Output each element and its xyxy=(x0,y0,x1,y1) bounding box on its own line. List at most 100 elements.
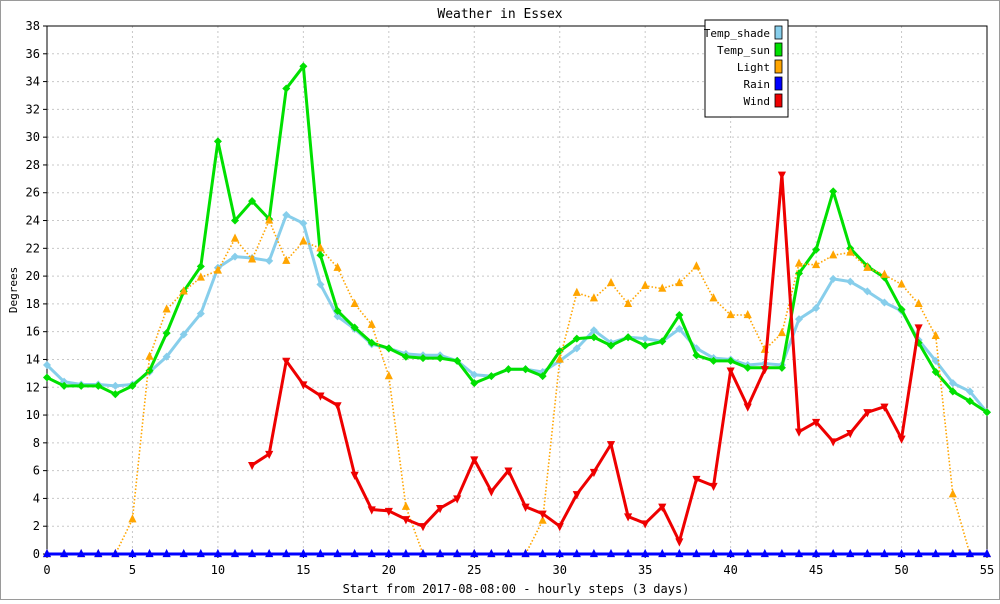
light-point xyxy=(282,255,291,264)
wind-line xyxy=(251,173,921,543)
x-tick-label: 10 xyxy=(211,563,225,577)
legend-swatch-temp-sun xyxy=(774,42,783,57)
temp-sun-point xyxy=(230,216,240,225)
temp-shade-point xyxy=(162,352,171,361)
temp-sun-point xyxy=(367,338,376,347)
rain-point xyxy=(418,548,428,558)
light-point xyxy=(265,215,274,224)
wind-point xyxy=(606,441,616,450)
x-tick-label: 25 xyxy=(467,563,481,577)
light-point xyxy=(726,309,735,319)
temp-sun-point xyxy=(709,356,718,365)
wind-point xyxy=(521,503,530,512)
light-point xyxy=(248,254,257,263)
temp-sun-point xyxy=(965,397,974,406)
rain-point xyxy=(299,548,308,558)
rain-point xyxy=(641,548,650,558)
light-point xyxy=(812,259,821,269)
wind-series xyxy=(248,171,923,547)
legend-swatch-temp-shade xyxy=(774,25,783,40)
rain-point xyxy=(94,548,103,558)
rain-point xyxy=(350,548,359,558)
wind-point xyxy=(470,456,479,465)
rain-point xyxy=(606,548,616,558)
temp-shade-point xyxy=(282,210,291,219)
temp-sun-point xyxy=(282,84,291,93)
rain-point xyxy=(624,548,633,558)
y-tick-label: 24 xyxy=(26,214,40,228)
legend-box xyxy=(704,19,789,118)
rain-point xyxy=(60,548,69,558)
legend-label-temp-sun: Temp_sun xyxy=(717,44,770,57)
light-point xyxy=(624,298,633,307)
rain-point xyxy=(948,548,957,558)
rain-point xyxy=(470,548,479,558)
wind-point xyxy=(401,516,410,525)
rain-point xyxy=(812,548,821,558)
light-point xyxy=(555,354,564,363)
temp-sun-point xyxy=(777,363,786,372)
rain-point xyxy=(453,548,462,558)
wind-point xyxy=(829,438,838,447)
y-tick-label: 10 xyxy=(26,408,40,422)
rain-point xyxy=(196,548,205,558)
temp-shade-point xyxy=(316,280,325,289)
rain-point xyxy=(760,548,769,558)
temp-shade-point xyxy=(230,252,240,261)
light-point xyxy=(829,250,838,259)
rain-point xyxy=(675,548,684,558)
rain-point xyxy=(213,548,222,558)
rain-point xyxy=(931,548,940,558)
light-point xyxy=(606,277,616,287)
temp-sun-point xyxy=(248,197,257,206)
x-tick-label: 15 xyxy=(296,563,310,577)
temp-sun-point xyxy=(624,333,633,342)
temp-sun-point xyxy=(572,334,581,343)
wind-point xyxy=(692,475,701,485)
y-axis-label: Degrees xyxy=(7,267,20,313)
temp-shade-point xyxy=(572,344,581,353)
rain-point xyxy=(965,548,974,558)
light-point xyxy=(538,515,547,524)
temp-shade-point xyxy=(111,381,120,390)
x-axis-label: Start from 2017-08-08:00 - hourly steps … xyxy=(343,582,690,596)
chart-title: Weather in Essex xyxy=(437,7,562,22)
temp-sun-point xyxy=(436,354,445,363)
light-point xyxy=(846,247,855,256)
wind-point xyxy=(572,491,581,500)
rain-point xyxy=(436,548,445,558)
light-point xyxy=(145,351,154,360)
light-point xyxy=(316,243,325,252)
rain-point xyxy=(384,548,393,558)
wind-point xyxy=(453,495,462,504)
x-tick-label: 50 xyxy=(894,563,908,577)
temp-shade-point xyxy=(931,356,940,365)
rain-point xyxy=(401,548,410,558)
wind-point xyxy=(299,381,308,390)
temp-sun-point xyxy=(743,363,752,372)
rain-point xyxy=(42,548,52,558)
temp-sun-point xyxy=(675,310,684,320)
legend-label-rain: Rain xyxy=(744,78,771,91)
light-point xyxy=(384,371,393,380)
light-point xyxy=(213,265,222,274)
rain-point xyxy=(777,548,786,558)
light-point xyxy=(897,279,906,288)
temp-sun-point xyxy=(350,323,359,332)
wind-point xyxy=(436,505,445,514)
legend: Temp_shade Temp_sun Light Rain Wind xyxy=(704,19,789,118)
temp-shade-point xyxy=(812,304,821,313)
light-point xyxy=(914,298,923,307)
rain-point xyxy=(77,548,86,558)
temp-shade-point xyxy=(880,298,889,307)
rain-point xyxy=(880,548,889,558)
temp-sun-point xyxy=(829,187,838,196)
wind-point xyxy=(418,523,428,532)
temp-sun-point xyxy=(948,387,957,396)
temp-sun-point xyxy=(77,381,86,390)
wind-point xyxy=(897,435,906,444)
temp-sun-point xyxy=(128,381,137,390)
temp-sun-point xyxy=(94,381,103,390)
rain-point xyxy=(128,548,137,558)
wind-point xyxy=(777,171,786,180)
